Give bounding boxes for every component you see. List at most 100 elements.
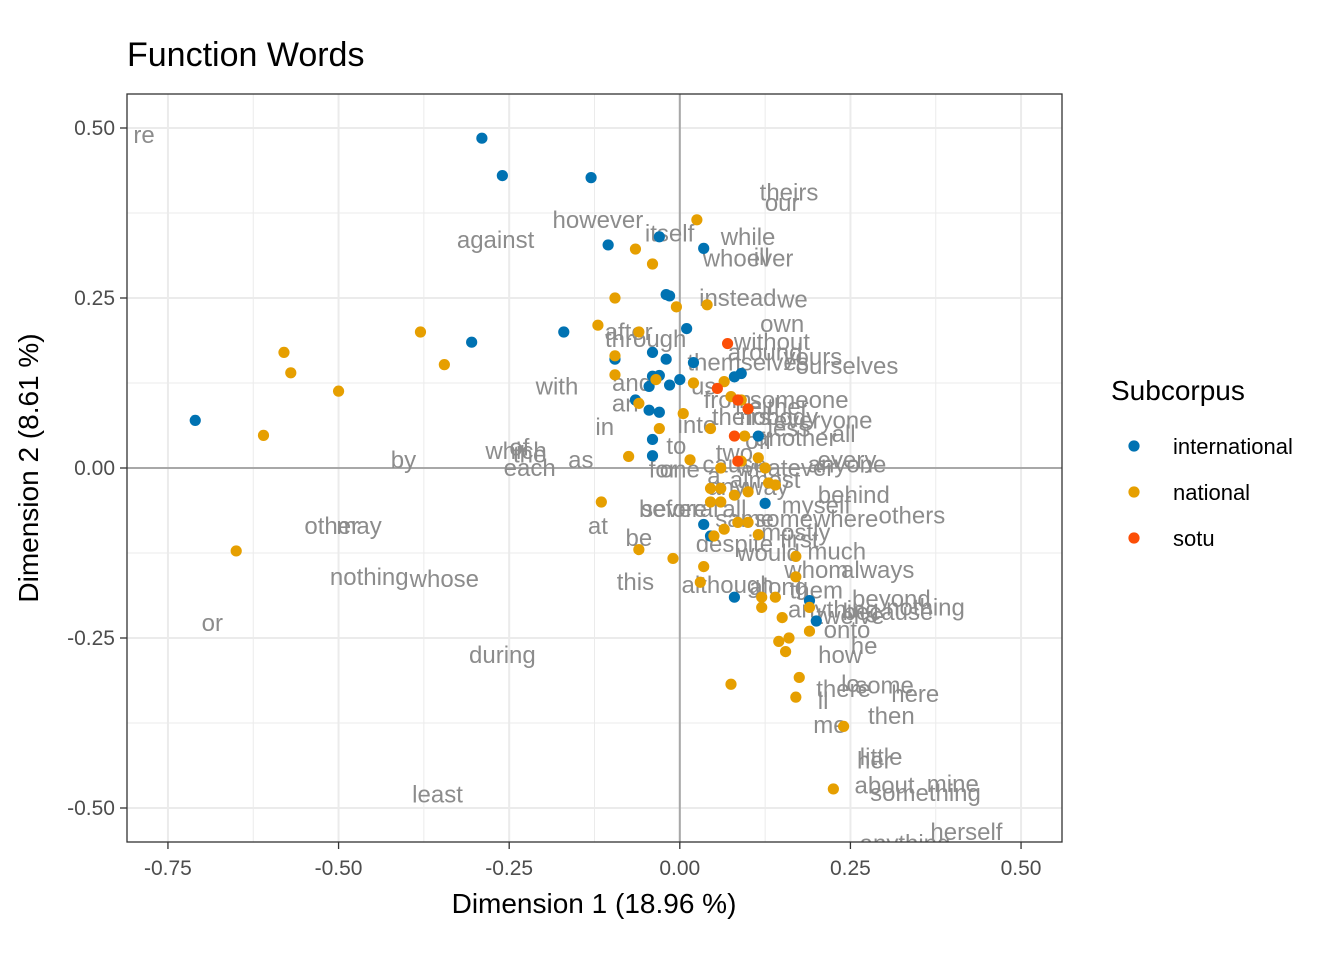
word-label: before (639, 496, 707, 523)
word-label: myself (782, 492, 852, 519)
point-international (189, 414, 201, 426)
point-national (773, 635, 785, 648)
point-international (698, 518, 710, 531)
point-national (684, 454, 696, 466)
word-label: as (568, 447, 593, 474)
word-label: each (504, 455, 556, 482)
y-axis-title: Dimension 2 (8.61 %) (13, 333, 44, 602)
point-sotu (742, 403, 754, 415)
point-international (728, 591, 741, 603)
word-label: whoever (702, 246, 794, 273)
point-national (718, 376, 730, 388)
point-national (790, 691, 802, 703)
word-label: mostly (761, 520, 830, 547)
point-national (701, 299, 713, 311)
point-national (715, 462, 727, 474)
point-national (698, 561, 710, 573)
word-label: nothing (886, 594, 965, 621)
word-label: someone (750, 387, 849, 414)
point-national (694, 576, 706, 588)
point-national (278, 346, 290, 358)
word-label: mine (927, 771, 979, 798)
point-national (653, 422, 665, 435)
point-international (646, 450, 659, 462)
point-national (704, 422, 717, 435)
word-label: whatever (736, 455, 834, 482)
legend-items: international national sotu (1128, 434, 1293, 551)
word-label: somewhere (754, 506, 878, 533)
word-label: against (457, 227, 535, 254)
point-national (285, 367, 297, 379)
word-label: less (768, 416, 811, 443)
word-label: first (780, 526, 819, 553)
legend-label-national: national (1173, 480, 1250, 505)
point-national (838, 720, 850, 733)
word-label: ourselves (796, 353, 899, 380)
word-label: another (755, 425, 836, 452)
point-international (759, 497, 771, 509)
point-national (332, 385, 345, 397)
point-national (776, 612, 788, 624)
point-international (643, 380, 655, 392)
point-national (609, 292, 621, 304)
x-tick-label: 0.00 (659, 857, 700, 880)
point-national (732, 516, 744, 529)
point-national (704, 496, 717, 508)
point-international (476, 132, 488, 144)
y-tick-label: 0.25 (74, 287, 115, 310)
word-label: the (513, 441, 546, 468)
point-national (633, 544, 645, 556)
word-label: instead (699, 285, 776, 312)
point-national (718, 523, 730, 535)
word-label: at (588, 513, 608, 540)
x-tick-label: -0.50 (315, 857, 363, 880)
word-label: least (412, 781, 463, 808)
word-label: which (484, 438, 546, 465)
word-label: about (855, 773, 915, 800)
word-label: we (776, 286, 808, 313)
word-label: re (133, 122, 154, 149)
point-international (646, 433, 659, 446)
word-label: ll (818, 688, 829, 715)
point-national (687, 377, 700, 389)
point-international (681, 323, 693, 335)
y-tick-label: 0.50 (74, 117, 115, 140)
point-international (687, 357, 700, 369)
point-national (438, 359, 450, 371)
point-national (623, 450, 635, 463)
point-national (670, 301, 682, 313)
word-label: beyond (852, 586, 931, 613)
point-national (708, 530, 720, 542)
point-sotu (732, 394, 744, 406)
point-national (646, 258, 659, 270)
point-international (674, 374, 686, 386)
point-national (650, 374, 662, 386)
point-national (803, 625, 816, 637)
point-international (653, 406, 665, 418)
word-label: anyone (808, 452, 887, 479)
point-national (633, 397, 645, 409)
x-tick-label: 0.25 (830, 857, 871, 880)
word-label: twelve (816, 603, 884, 630)
legend-title: Subcorpus (1111, 375, 1245, 406)
point-national (752, 529, 764, 541)
point-international (660, 353, 672, 365)
word-label: then (868, 703, 915, 730)
word-label: how (818, 642, 863, 669)
word-label: lo (841, 671, 860, 698)
word-label: themselves (687, 350, 808, 377)
point-national (803, 601, 816, 614)
word-label: after (605, 319, 653, 346)
point-national (827, 783, 839, 795)
point-national (230, 545, 242, 557)
word-label: during (469, 642, 536, 669)
legend-label-international: international (1173, 434, 1293, 459)
point-sotu (728, 430, 741, 442)
point-national (779, 646, 792, 658)
point-national (769, 479, 781, 491)
point-international (735, 367, 747, 380)
point-international (466, 336, 478, 348)
x-axis-title: Dimension 1 (18.96 %) (452, 888, 737, 919)
word-label: yours (784, 344, 843, 371)
